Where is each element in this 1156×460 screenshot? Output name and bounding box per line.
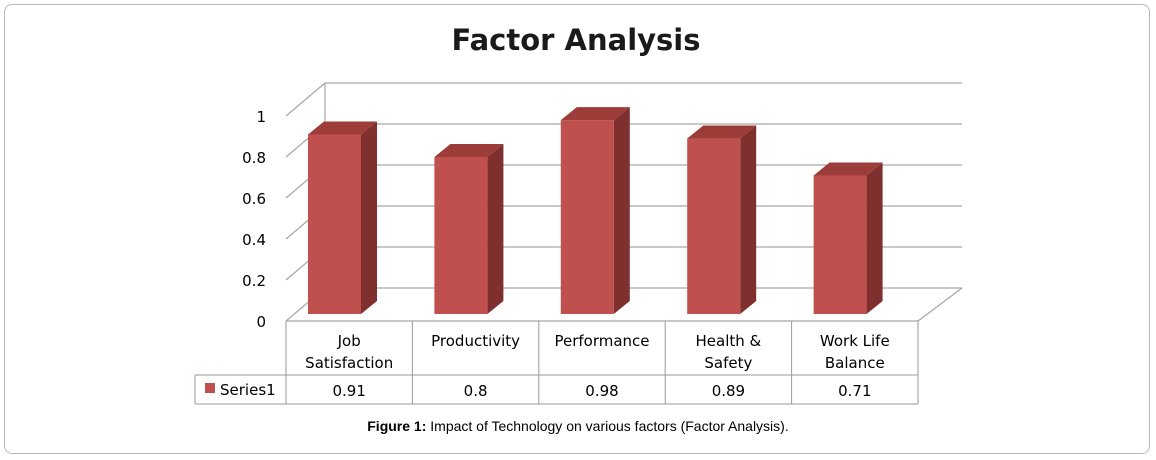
legend-swatch bbox=[205, 383, 215, 393]
bar-side bbox=[361, 121, 377, 314]
category-label: Performance bbox=[554, 332, 649, 350]
bar-top bbox=[434, 144, 504, 157]
value-label: 0.91 bbox=[332, 382, 365, 400]
bar-front bbox=[687, 138, 741, 314]
bar-front bbox=[560, 120, 614, 314]
bar-top bbox=[560, 107, 630, 121]
category-label: Safety bbox=[704, 354, 752, 372]
y-axis: 0 0.2 0.4 0.6 0.8 1 bbox=[242, 108, 266, 331]
category-label: Health & bbox=[696, 332, 762, 350]
y-tick-label: 0.8 bbox=[242, 149, 266, 167]
bar-side bbox=[866, 162, 883, 314]
bar bbox=[813, 162, 883, 314]
figure-caption: Figure 1: Impact of Technology on variou… bbox=[0, 418, 1156, 434]
bar-side bbox=[740, 125, 757, 314]
value-label: 0.89 bbox=[712, 382, 745, 400]
y-tick-label: 0.2 bbox=[242, 272, 266, 290]
chart-title: Factor Analysis bbox=[451, 23, 700, 57]
bars bbox=[308, 107, 883, 314]
bar-front bbox=[813, 175, 867, 314]
bar-side bbox=[487, 144, 504, 314]
bar bbox=[687, 125, 757, 314]
factor-analysis-chart: Factor Analysis 0 0.2 0.4 0.6 0.8 1 Job Satisf… bbox=[194, 23, 963, 405]
bar-top bbox=[813, 162, 883, 176]
floor-right-edge bbox=[917, 287, 963, 322]
legend-entry: Series1 bbox=[220, 381, 276, 399]
bar bbox=[308, 121, 377, 314]
caption-label: Figure 1: bbox=[367, 418, 427, 434]
bar-front bbox=[434, 157, 488, 314]
value-label: 0.8 bbox=[464, 382, 488, 400]
value-label: 0.71 bbox=[838, 382, 871, 400]
bar-top bbox=[687, 125, 757, 139]
bar-top bbox=[308, 121, 377, 135]
data-table: Job Satisfaction 0.91 Productivity 0.8 Perfor… bbox=[194, 321, 919, 405]
bar bbox=[434, 144, 504, 314]
bar-side bbox=[613, 107, 630, 314]
category-label: Satisfaction bbox=[305, 354, 393, 372]
category-label: Balance bbox=[825, 354, 885, 372]
y-tick-label: 0 bbox=[256, 313, 266, 331]
category-label: Job bbox=[337, 332, 361, 350]
y-tick-label: 0.6 bbox=[242, 190, 266, 208]
bar bbox=[560, 107, 630, 314]
y-tick-label: 0.4 bbox=[242, 231, 266, 249]
grid-diagonal bbox=[285, 82, 326, 117]
caption-text: Impact of Technology on various factors … bbox=[426, 418, 789, 434]
value-label: 0.98 bbox=[585, 382, 618, 400]
category-label: Productivity bbox=[431, 332, 520, 350]
bar-front bbox=[308, 134, 361, 314]
y-tick-label: 1 bbox=[256, 108, 266, 126]
category-label: Work Life bbox=[820, 332, 890, 350]
